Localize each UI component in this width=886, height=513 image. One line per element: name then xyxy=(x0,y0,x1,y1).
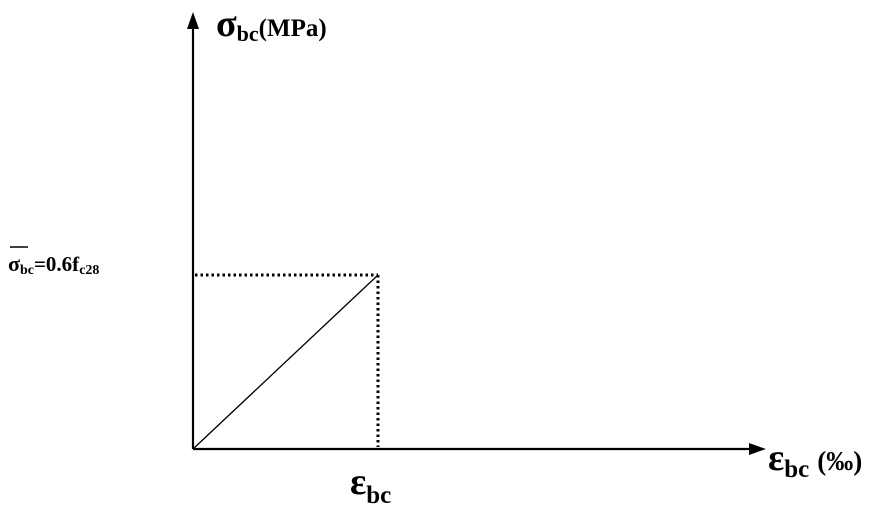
limit-symbol-subscript: bc xyxy=(20,263,34,278)
limit-symbol: σ xyxy=(8,251,20,276)
svg-text:εbc: εbc xyxy=(350,461,391,509)
y-axis-arrowhead xyxy=(187,12,199,29)
x-axis-subscript: bc xyxy=(784,456,809,483)
strain-symbol: ε xyxy=(350,461,366,503)
strain-subscript: bc xyxy=(366,482,391,509)
svg-text:εbc(‰): εbc (‰) xyxy=(768,437,862,483)
svg-text:σbc(MPa): σbc(MPa) xyxy=(216,3,327,46)
y-axis-label: σbc(MPa) xyxy=(216,3,327,46)
y-axis-symbol: σ xyxy=(216,3,237,45)
x-axis-label: εbc (‰) xyxy=(768,437,862,483)
svg-text:σbc=0.6fc28: σbc=0.6fc28 xyxy=(8,251,99,278)
limit-stress-label: σbc=0.6fc28 xyxy=(8,246,99,278)
strain-label: εbc xyxy=(350,461,391,509)
y-axis-subscript: bc xyxy=(237,21,259,46)
limit-f-subscript: c28 xyxy=(79,263,99,278)
x-axis-arrowhead xyxy=(749,443,766,455)
elastic-line xyxy=(192,274,379,450)
y-axis-unit: (MPa) xyxy=(259,15,327,42)
x-axis-symbol: ε xyxy=(768,437,784,479)
limit-equals-text: =0.6f xyxy=(34,252,80,276)
x-axis-unit: (‰) xyxy=(817,446,862,476)
